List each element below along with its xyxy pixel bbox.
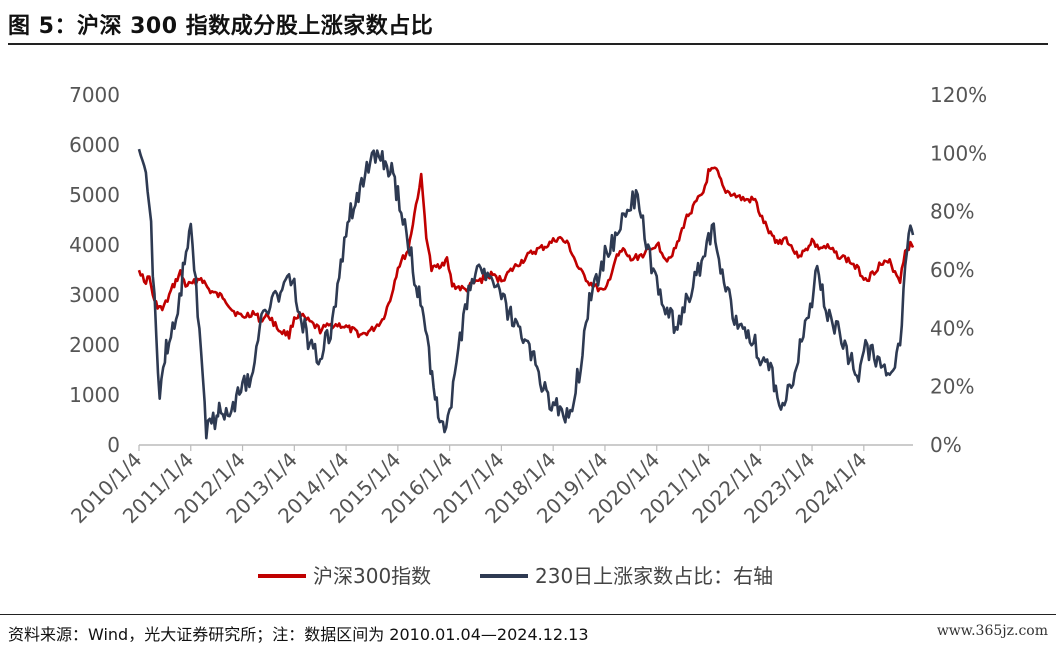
y-left-tick-label: 3000 [69, 283, 120, 307]
y-left-tick-label: 0 [107, 433, 120, 457]
y-right-tick-label: 0% [930, 433, 962, 457]
y-left-tick-label: 2000 [69, 333, 120, 357]
y-right-tick-label: 20% [930, 375, 974, 399]
chart-legend: 沪深300指数 230日上涨家数占比：右轴 [258, 564, 773, 588]
chart-axes: 0 1000 2000 3000 4000 5000 6000 7000 0% 20% 40% 60%… [66, 83, 987, 528]
y-right-tick-label: 80% [930, 200, 974, 224]
chart-area: 0 1000 2000 3000 4000 5000 6000 7000 0% 20% 40% 60%… [66, 83, 987, 588]
watermark: www.365jz.com [936, 623, 1048, 639]
y-left-tick-label: 1000 [69, 383, 120, 407]
title-rule [8, 43, 1048, 45]
series-line-index [137, 166, 915, 340]
y-left-tick-label: 5000 [69, 183, 120, 207]
y-left-tick-label: 7000 [69, 83, 120, 107]
footer-rule [0, 614, 1056, 615]
series-line-ratio [137, 148, 915, 440]
y-right-tick-label: 100% [930, 141, 987, 165]
y-right-tick-label: 60% [930, 258, 974, 282]
legend-label-index: 沪深300指数 [313, 564, 431, 588]
y-left-tick-label: 4000 [69, 233, 120, 257]
source-note: 资料来源：Wind，光大证券研究所；注：数据区间为 2010.01.04—202… [8, 625, 589, 644]
chart-title: 图 5：沪深 300 指数成分股上涨家数占比 [8, 14, 434, 39]
y-left-tick-label: 6000 [69, 133, 120, 157]
chart-series [137, 148, 915, 440]
legend-label-ratio: 230日上涨家数占比：右轴 [535, 564, 773, 588]
y-right-tick-label: 40% [930, 316, 974, 340]
y-right-tick-label: 120% [930, 83, 987, 107]
